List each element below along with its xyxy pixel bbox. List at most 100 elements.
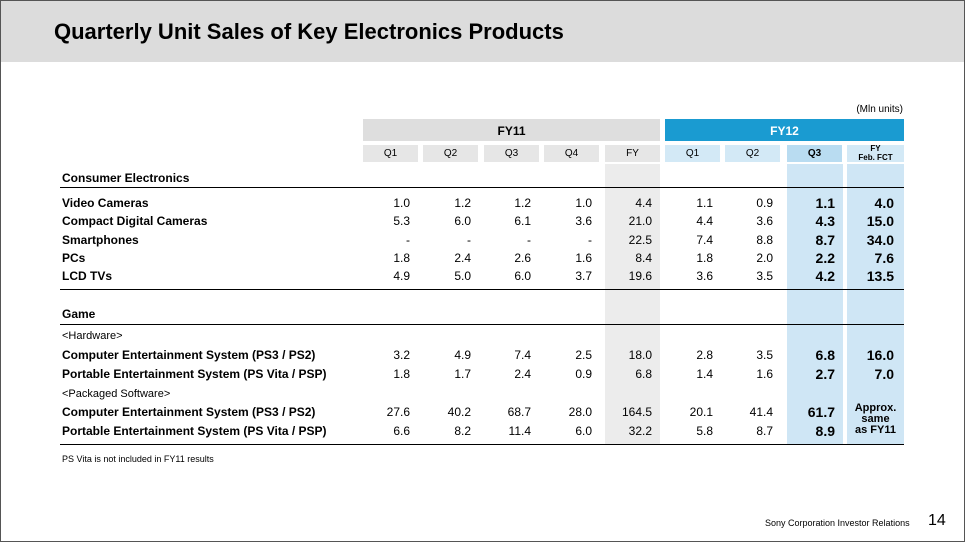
table-row: Computer Entertainment System (PS3 / PS2… (0, 404, 965, 423)
table-row: LCD TVs 4.9 5.0 6.0 3.7 19.6 3.6 3.5 4.2 13.5 (0, 268, 965, 287)
table-cell: 61.7 (807, 404, 835, 420)
fy11-header: FY11 (497, 124, 526, 138)
table-cell: 28.0 (568, 405, 592, 419)
table-cell: 20.1 (689, 405, 713, 419)
label-text: ) (322, 367, 327, 381)
period-header-bg (484, 145, 539, 162)
table-cell: 3.7 (575, 269, 592, 283)
table-row: Computer Entertainment System (PS3 / PS2… (0, 347, 965, 366)
table-cell: 7.0 (874, 366, 894, 382)
period-header: FY (626, 148, 639, 159)
table-cell: 34.0 (866, 232, 894, 248)
table-cell: 2.0 (756, 251, 773, 265)
table-cell: 2.4 (454, 251, 471, 265)
table-cell: 3.5 (756, 348, 773, 362)
table-cell: 8.7 (756, 424, 773, 438)
table-cell: - (467, 233, 471, 247)
as-fy11-line: as FY11 (855, 424, 896, 436)
table-cell: 6.6 (393, 424, 410, 438)
period-header: Q3 (807, 148, 822, 159)
section-consumer-electronics: Consumer Electronics (62, 171, 190, 185)
table-cell: 7.4 (514, 348, 531, 362)
divider (60, 324, 904, 325)
table-cell: 0.9 (756, 196, 773, 210)
table-cell: 15.0 (866, 213, 894, 229)
table-row: Portable Entertainment System (PS Vita /… (0, 423, 965, 442)
same-line: same (861, 413, 890, 425)
table-cell: 6.0 (575, 424, 592, 438)
table-cell: 8.8 (756, 233, 773, 247)
label-platform: PS3 / PS2 (256, 405, 312, 419)
row-label: Computer Entertainment System (PS3 / PS2… (62, 405, 315, 419)
table-cell: 5.8 (696, 424, 713, 438)
table-cell: 2.7 (815, 366, 835, 382)
table-cell: 1.0 (575, 196, 592, 210)
table-cell: 40.2 (447, 405, 471, 419)
table-cell: 3.6 (575, 214, 592, 228)
divider (60, 289, 904, 290)
period-header: Q3 (504, 148, 519, 159)
fy11-total-column (605, 164, 660, 444)
table-cell: 6.1 (514, 214, 531, 228)
table-row: Portable Entertainment System (PS Vita /… (0, 366, 965, 385)
footnote: PS Vita is not included in FY11 results (62, 454, 214, 464)
fy12-forecast-column (847, 164, 904, 444)
table-cell: 2.6 (514, 251, 531, 265)
table-cell: 4.4 (635, 196, 652, 210)
table-cell: 68.7 (507, 405, 531, 419)
label-text: Portable Entertainment System ( (62, 424, 248, 438)
table-cell: - (406, 233, 410, 247)
table-cell: 7.6 (874, 250, 894, 266)
table-cell: 4.9 (454, 348, 471, 362)
table-row: Smartphones - - - - 22.5 7.4 8.8 8.7 34.0 (0, 232, 965, 251)
period-header-bg (363, 145, 418, 162)
row-label: Portable Entertainment System (PS Vita /… (62, 367, 327, 381)
table-cell: 2.4 (514, 367, 531, 381)
table-cell: 0.9 (575, 367, 592, 381)
table-cell: 164.5 (621, 405, 652, 419)
period-header-bg (423, 145, 478, 162)
table-cell: 1.1 (696, 196, 713, 210)
table-cell: 6.8 (635, 367, 652, 381)
label-text: Portable Entertainment System ( (62, 367, 248, 381)
row-label: Video Cameras (62, 196, 149, 210)
table-cell: 1.0 (393, 196, 410, 210)
forecast-header-line1: FY (870, 144, 881, 153)
subsection-hardware: <Hardware> (62, 330, 123, 342)
table-cell: 21.0 (628, 214, 652, 228)
table-cell: 19.6 (628, 269, 652, 283)
row-label: LCD TVs (62, 269, 113, 283)
table-row: PCs 1.8 2.4 2.6 1.6 8.4 1.8 2.0 2.2 7.6 (0, 250, 965, 269)
table-cell: 2.2 (815, 250, 835, 266)
label-text: ) (322, 424, 327, 438)
table-cell: 22.5 (628, 233, 652, 247)
title-bar (1, 1, 964, 62)
table-cell: 2.8 (696, 348, 713, 362)
table-cell: - (527, 233, 531, 247)
period-header-bg (665, 145, 720, 162)
table-cell: 3.6 (696, 269, 713, 283)
row-label: Portable Entertainment System (PS Vita /… (62, 424, 327, 438)
table-cell: 1.8 (696, 251, 713, 265)
table-cell: 8.4 (635, 251, 652, 265)
table-cell: 18.0 (628, 348, 652, 362)
section-game: Game (62, 307, 96, 321)
table-cell: 1.2 (454, 196, 471, 210)
table-cell: 6.0 (454, 214, 471, 228)
table-cell: 16.0 (866, 347, 894, 363)
period-header: Q4 (564, 148, 579, 159)
units-label: (Mln units) (856, 104, 903, 115)
table-cell: 7.4 (696, 233, 713, 247)
table-cell: 3.6 (756, 214, 773, 228)
software-forecast-note: Approx. same as FY11 (847, 403, 904, 436)
table-cell: 1.1 (815, 195, 835, 211)
table-cell: 4.4 (696, 214, 713, 228)
label-text: ) (311, 348, 316, 362)
label-platform: PS Vita / PSP (247, 424, 323, 438)
fy12-header: FY12 (770, 124, 799, 138)
table-cell: 4.0 (874, 195, 894, 211)
row-label: Computer Entertainment System (PS3 / PS2… (62, 348, 315, 362)
label-text: Computer Entertainment System ( (62, 348, 257, 362)
label-text: Computer Entertainment System ( (62, 405, 257, 419)
footer-company: Sony Corporation Investor Relations (765, 518, 910, 528)
